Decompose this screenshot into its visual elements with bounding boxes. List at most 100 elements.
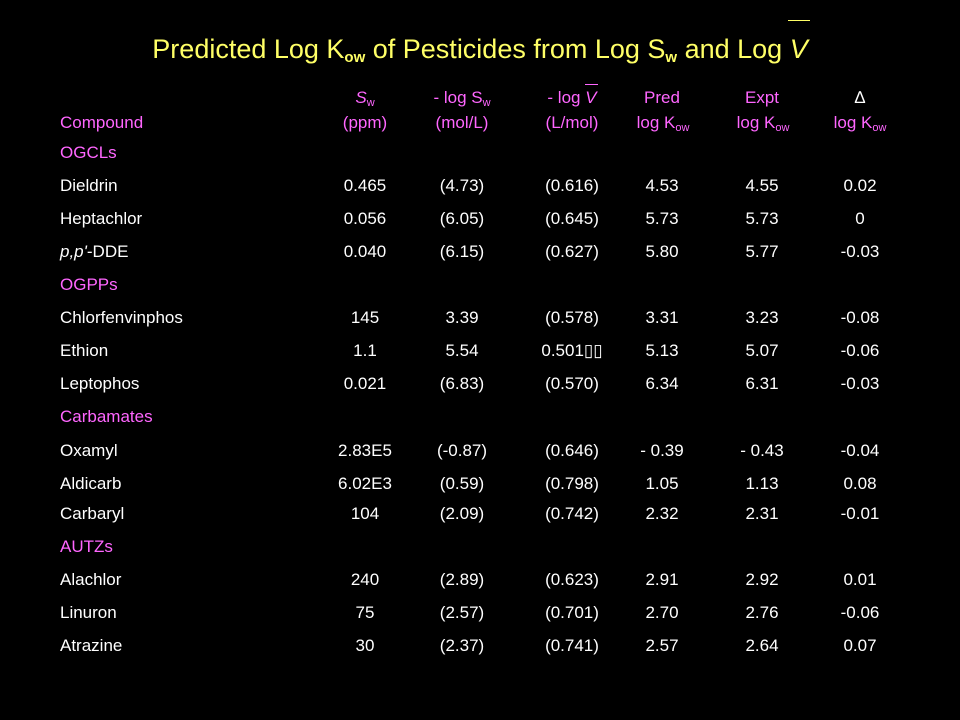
- cell-compound: Dieldrin: [60, 176, 118, 195]
- cell-logv: (0.646): [545, 441, 599, 460]
- cell-delta: -0.03: [840, 242, 880, 261]
- cell-compound: Chlorfenvinphos: [60, 308, 183, 327]
- cell-delta: 0.08: [843, 474, 877, 493]
- cell-logsw: (6.05): [439, 209, 485, 228]
- cell-delta: 0.02: [843, 176, 877, 195]
- section-label: AUTZs: [60, 537, 113, 556]
- header-delta-bottom: log Kow: [833, 113, 887, 134]
- cell-logv: (0.741): [545, 636, 599, 655]
- cell-pred: - 0.39: [640, 441, 684, 460]
- cell-pred: 2.70: [645, 603, 679, 622]
- cell-logv: (0.742): [545, 504, 599, 523]
- cell-logsw: (-0.87): [436, 441, 488, 460]
- header-compound: Compound: [60, 113, 144, 132]
- cell-compound: Ethion: [60, 341, 109, 360]
- cell-compound: Atrazine: [60, 636, 123, 655]
- cell-delta: -0.06: [840, 603, 880, 622]
- header-expt-top: Expt: [744, 88, 780, 107]
- cell-logsw: (6.83): [439, 374, 485, 393]
- cell-logv: 0.501▯▯: [541, 341, 603, 360]
- cell-expt: 5.77: [745, 242, 779, 261]
- cell-expt: 1.13: [745, 474, 779, 493]
- cell-logv: (0.645): [545, 209, 599, 228]
- cell-sw: 104: [350, 504, 380, 523]
- cell-sw: 0.056: [343, 209, 387, 228]
- cell-delta: 0: [855, 209, 865, 228]
- cell-sw: 0.040: [343, 242, 387, 261]
- cell-pred: 6.34: [645, 374, 679, 393]
- cell-pred: 4.53: [645, 176, 679, 195]
- cell-logv: (0.623): [545, 570, 599, 589]
- cell-delta: -0.06: [840, 341, 880, 360]
- cell-expt: 2.64: [745, 636, 779, 655]
- cell-pred: 5.13: [645, 341, 679, 360]
- cell-delta: -0.08: [840, 308, 880, 327]
- section-label: OGCLs: [60, 143, 117, 162]
- header-expt-bottom: log Kow: [736, 113, 790, 134]
- cell-pred: 5.80: [645, 242, 679, 261]
- cell-sw: 6.02E3: [338, 474, 392, 493]
- header-delta-top: ∆: [854, 88, 866, 107]
- cell-logsw: (0.59): [439, 474, 485, 493]
- cell-expt: 6.31: [745, 374, 779, 393]
- cell-delta: -0.04: [840, 441, 880, 460]
- header-pred-top: Pred: [644, 88, 680, 107]
- cell-logv: (0.627): [545, 242, 599, 261]
- cell-compound: p,p'-DDE: [60, 242, 129, 261]
- cell-delta: 0.01: [843, 570, 877, 589]
- cell-sw: 30: [355, 636, 375, 655]
- cell-compound: Leptophos: [60, 374, 140, 393]
- header-sw-bottom: (ppm): [342, 113, 388, 132]
- cell-expt: 2.31: [745, 504, 779, 523]
- cell-logsw: (2.57): [439, 603, 485, 622]
- cell-pred: 3.31: [645, 308, 679, 327]
- cell-sw: 1.1: [353, 341, 377, 360]
- cell-logv: (0.578): [545, 308, 599, 327]
- header-logsw-bottom: (mol/L): [435, 113, 489, 132]
- header-sw-top: Sw: [355, 88, 375, 109]
- cell-pred: 2.91: [645, 570, 679, 589]
- slide-title: Predicted Log Kow of Pesticides from Log…: [152, 20, 810, 66]
- cell-compound: Heptachlor: [60, 209, 143, 228]
- cell-compound: Aldicarb: [60, 474, 122, 493]
- cell-pred: 1.05: [645, 474, 679, 493]
- section-label: Carbamates: [60, 407, 153, 426]
- cell-logsw: (2.09): [439, 504, 485, 523]
- cell-pred: 2.57: [645, 636, 679, 655]
- cell-logsw: 3.39: [445, 308, 479, 327]
- section-label: OGPPs: [60, 275, 118, 294]
- cell-logv: (0.616): [545, 176, 599, 195]
- cell-logsw: (2.89): [439, 570, 485, 589]
- header-logv-top: - log V: [547, 84, 598, 107]
- cell-compound: Alachlor: [60, 570, 122, 589]
- cell-expt: 2.92: [745, 570, 779, 589]
- cell-expt: 3.23: [745, 308, 779, 327]
- cell-expt: 5.73: [745, 209, 779, 228]
- v-overbar-symbol: V: [787, 20, 810, 64]
- cell-expt: 4.55: [745, 176, 779, 195]
- cell-sw: 2.83E5: [338, 441, 392, 460]
- header-pred-bottom: log Kow: [636, 113, 690, 134]
- cell-pred: 2.32: [645, 504, 679, 523]
- cell-logsw: (4.73): [439, 176, 485, 195]
- header-logv-bottom: (L/mol): [545, 113, 599, 132]
- cell-sw: 145: [350, 308, 380, 327]
- cell-compound: Oxamyl: [60, 441, 118, 460]
- cell-sw: 0.465: [343, 176, 387, 195]
- cell-sw: 240: [350, 570, 380, 589]
- cell-sw: 0.021: [343, 374, 387, 393]
- header-logsw-top: - log Sw: [433, 88, 491, 109]
- cell-compound: Linuron: [60, 603, 117, 622]
- cell-sw: 75: [355, 603, 375, 622]
- cell-expt: - 0.43: [740, 441, 784, 460]
- cell-logv: (0.570): [545, 374, 599, 393]
- cell-compound: Carbaryl: [60, 504, 125, 523]
- cell-logsw: 5.54: [445, 341, 479, 360]
- cell-delta: 0.07: [843, 636, 877, 655]
- cell-logsw: (6.15): [439, 242, 485, 261]
- cell-delta: -0.01: [840, 504, 880, 523]
- cell-logsw: (2.37): [439, 636, 485, 655]
- cell-expt: 2.76: [745, 603, 779, 622]
- cell-delta: -0.03: [840, 374, 880, 393]
- cell-pred: 5.73: [645, 209, 679, 228]
